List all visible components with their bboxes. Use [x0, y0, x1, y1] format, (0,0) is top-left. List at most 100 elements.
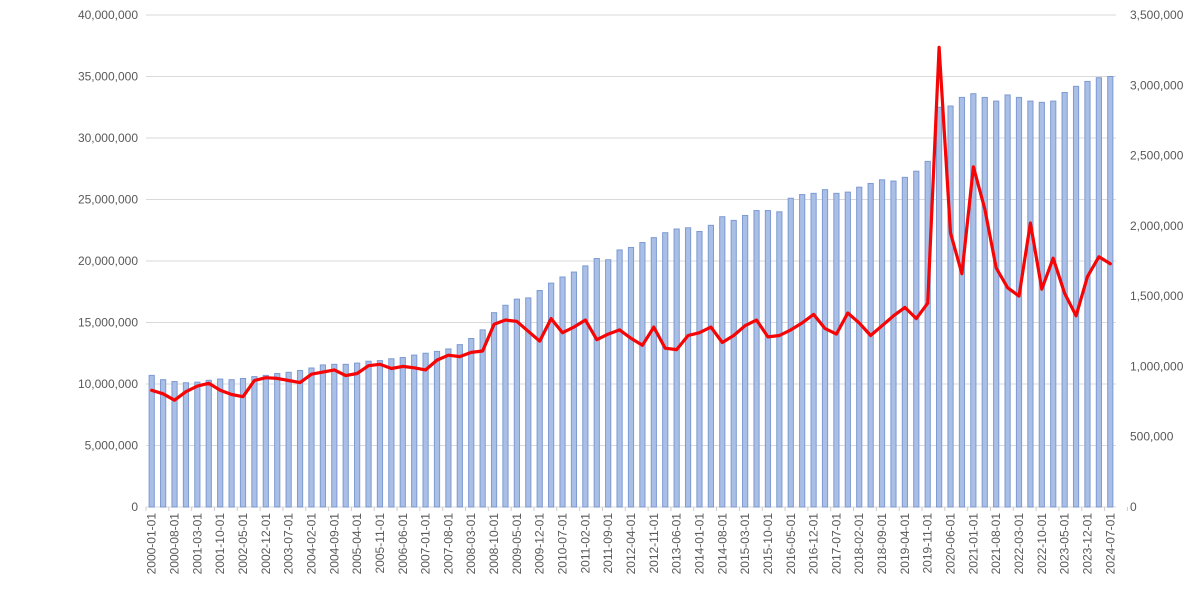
bar: [548, 282, 555, 508]
left-axis-tick-label: 35,000,000: [78, 70, 138, 84]
bar: [525, 297, 532, 508]
bar: [194, 381, 201, 508]
bar: [354, 362, 361, 508]
bar: [924, 160, 931, 508]
bar: [456, 344, 463, 508]
bar: [388, 358, 395, 508]
right-axis-tick-label: 0: [1130, 500, 1137, 514]
bar: [251, 376, 258, 508]
x-axis-date-label: 2008-03-01: [464, 513, 478, 575]
bar: [936, 106, 943, 508]
bar: [582, 265, 589, 508]
x-axis-date-label: 2014-01-01: [692, 513, 706, 575]
left-axis-tick-label: 40,000,000: [78, 8, 138, 22]
bar: [799, 194, 806, 508]
x-axis-date-label: 2017-07-01: [829, 513, 843, 575]
x-axis-date-label: 2005-11-01: [373, 513, 387, 574]
bar: [570, 271, 578, 508]
bar: [148, 374, 155, 508]
x-axis-date-label: 2009-05-01: [510, 513, 524, 575]
x-axis-date-label: 2009-12-01: [533, 513, 547, 575]
bar: [605, 259, 612, 508]
bar: [833, 192, 840, 508]
bar: [627, 246, 635, 508]
x-axis-date-label: 2003-07-01: [282, 513, 296, 575]
x-axis-date-label: 2008-10-01: [487, 513, 501, 575]
right-axis-tick-label: 3,500,000: [1130, 8, 1184, 22]
bar: [365, 360, 372, 508]
right-axis-tick-label: 3,000,000: [1130, 78, 1184, 92]
bar: [696, 230, 703, 508]
bar: [753, 210, 760, 508]
bar: [993, 100, 1000, 508]
bar: [981, 96, 988, 508]
left-axis-tick-label: 5,000,000: [85, 439, 139, 453]
bar: [399, 357, 406, 508]
bar: [958, 96, 966, 508]
left-axis-tick-label: 25,000,000: [78, 193, 138, 207]
bar: [274, 373, 281, 508]
bar: [1038, 101, 1045, 508]
bar: [707, 224, 714, 508]
bar: [821, 189, 829, 508]
x-axis-date-label: 2012-11-01: [647, 513, 661, 574]
right-axis-tick-label: 500,000: [1130, 430, 1174, 444]
x-axis-date-label: 2004-09-01: [327, 513, 341, 575]
x-axis-date-label: 2011-02-01: [578, 513, 592, 574]
bar: [513, 298, 520, 508]
bar: [787, 197, 794, 508]
bar: [673, 228, 680, 508]
bar: [205, 379, 212, 508]
x-axis-date-label: 2012-04-01: [624, 513, 638, 575]
bar: [1084, 80, 1091, 508]
bar: [285, 371, 292, 508]
bar: [1050, 100, 1057, 508]
x-axis-date-label: 2006-06-01: [396, 513, 410, 575]
bar: [182, 382, 190, 508]
bar: [776, 211, 783, 508]
x-axis-date-label: 2014-08-01: [715, 513, 729, 575]
bar: [422, 352, 429, 508]
bar: [662, 232, 669, 508]
bar: [1095, 77, 1102, 508]
right-axis-tick-label: 2,500,000: [1130, 149, 1184, 163]
bar: [867, 183, 874, 508]
bar: [239, 377, 247, 508]
x-axis-date-label: 2010-07-01: [556, 513, 570, 575]
bar: [1072, 85, 1080, 508]
bar: [490, 312, 498, 508]
bar: [593, 258, 600, 508]
bar: [719, 216, 726, 508]
x-axis-date-label: 2015-10-01: [761, 513, 775, 575]
x-axis-date-label: 2000-01-01: [145, 513, 159, 575]
x-axis-date-label: 2022-10-01: [1035, 513, 1049, 575]
left-axis-tick-label: 30,000,000: [78, 131, 138, 145]
x-axis-date-label: 2013-06-01: [670, 513, 684, 575]
right-axis-tick-label: 2,000,000: [1130, 219, 1184, 233]
bar: [536, 290, 543, 508]
x-axis-date-label: 2000-08-01: [168, 513, 182, 575]
bar: [639, 242, 646, 508]
x-axis-date-label: 2002-12-01: [259, 513, 273, 575]
x-axis-date-label: 2024-07-01: [1103, 513, 1117, 575]
x-axis-date-label: 2021-01-01: [966, 513, 980, 575]
bar: [742, 214, 749, 508]
x-axis-date-label: 2018-02-01: [852, 513, 866, 575]
bar: [228, 379, 235, 508]
bar: [844, 191, 851, 508]
left-axis-tick-label: 10,000,000: [78, 377, 138, 391]
x-axis-date-label: 2023-05-01: [1058, 513, 1072, 575]
bar: [1004, 94, 1011, 508]
x-axis-date-label: 2019-04-01: [898, 513, 912, 575]
bar: [262, 374, 269, 508]
bar: [730, 219, 737, 508]
bar: [947, 105, 954, 508]
bar: [308, 367, 315, 508]
bar: [890, 180, 897, 508]
x-axis-date-label: 2020-06-01: [944, 513, 958, 575]
right-axis-tick-label: 1,000,000: [1130, 359, 1184, 373]
bar: [913, 170, 920, 508]
bar: [810, 192, 817, 508]
